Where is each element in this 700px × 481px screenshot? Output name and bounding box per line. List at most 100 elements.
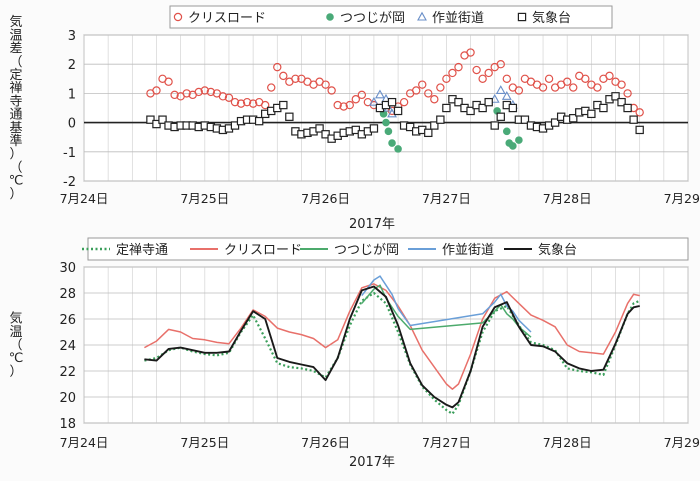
data-point: [164, 77, 173, 86]
data-point: [515, 136, 523, 144]
x-tick-label: 7月24日: [60, 191, 109, 206]
y-axis-title-char: （: [9, 55, 22, 70]
data-point: [454, 97, 463, 107]
legend-label: 作並街道: [442, 243, 494, 258]
chart-panel-1: -2 -1 0 1 2 3 7月24日 7月25日 7月26日 7月27日 7月28日 7月29日 20…: [9, 5, 700, 232]
series-line: [361, 284, 532, 338]
y-axis-title-char: ℃: [9, 174, 24, 189]
data-point: [321, 80, 330, 89]
x-tick-label: 7月29日: [664, 435, 700, 450]
data-point: [345, 100, 354, 110]
data-point: [478, 74, 487, 84]
data-point: [254, 116, 264, 126]
data-point: [424, 128, 433, 138]
data-point: [405, 122, 415, 132]
data-point: [635, 108, 644, 117]
data-point: [538, 83, 548, 92]
x-tick-label: 7月28日: [543, 191, 592, 206]
data-point: [484, 68, 493, 78]
legend-label: 定禅寺通: [116, 243, 168, 258]
data-point: [279, 100, 288, 110]
data-point: [442, 74, 451, 84]
data-point: [454, 62, 463, 72]
data-point: [351, 95, 360, 104]
y-axis-title-char: ）: [9, 364, 22, 379]
data-point: [509, 142, 517, 150]
y-tick-label: -2: [63, 175, 76, 190]
legend-label: 気象台: [538, 242, 577, 258]
legend-marker: [326, 13, 334, 21]
data-point: [563, 77, 572, 86]
data-point: [224, 93, 234, 102]
data-point: [206, 87, 216, 97]
data-point: [267, 83, 276, 92]
data-point: [399, 97, 409, 107]
y-tick-label: 28: [59, 287, 76, 302]
series-2: [144, 283, 640, 390]
legend-label: つつじが岡: [340, 11, 405, 26]
data-point: [369, 124, 379, 133]
data-point: [339, 102, 348, 111]
data-point: [436, 115, 445, 124]
y-tick-label: 3: [68, 29, 76, 44]
data-point: [261, 100, 270, 110]
data-point: [393, 106, 403, 116]
data-point: [496, 112, 505, 121]
data-point: [384, 127, 393, 136]
data-point: [430, 121, 439, 130]
data-point: [520, 115, 530, 124]
y-tick-label: 20: [59, 391, 76, 406]
data-point: [496, 59, 505, 69]
y-axis-title-char: 準: [9, 133, 22, 149]
legend-marker: [173, 12, 183, 22]
data-point: [194, 87, 203, 97]
y-tick-label: 1: [68, 87, 76, 102]
data-point: [230, 97, 240, 107]
y-tick-label: 26: [59, 313, 76, 328]
legend-marker: [417, 11, 427, 21]
y-tick-label: 2: [68, 58, 76, 73]
data-point: [501, 90, 512, 100]
data-point: [495, 85, 506, 95]
data-point: [291, 74, 300, 84]
data-point: [484, 97, 493, 107]
series-line: [144, 285, 640, 409]
data-point: [170, 90, 179, 100]
data-point: [611, 92, 620, 101]
data-point: [248, 99, 258, 108]
data-point: [605, 71, 614, 81]
data-point: [514, 86, 524, 95]
legend-marker: [517, 12, 527, 22]
data-point: [394, 145, 402, 153]
data-point: [424, 89, 433, 98]
data-point: [242, 97, 252, 107]
data-point: [599, 103, 608, 113]
data-point: [412, 86, 421, 95]
data-point: [357, 90, 367, 100]
legend-box: [169, 5, 613, 29]
series-4: [146, 92, 644, 143]
data-point: [587, 109, 596, 119]
y-axis-title-char: （: [9, 160, 22, 175]
data-point: [550, 118, 560, 127]
data-point: [436, 83, 445, 92]
data-point: [472, 65, 481, 75]
x-axis-title: 2017年: [349, 217, 395, 232]
y-axis-title-char: 気: [9, 14, 22, 30]
y-axis-title-char: 基: [9, 121, 22, 136]
data-point: [158, 115, 167, 124]
data-point: [152, 86, 161, 95]
legend-label: 気象台: [532, 10, 571, 26]
x-tick-label: 7月28日: [543, 435, 592, 450]
x-tick-label: 7月25日: [180, 191, 229, 206]
y-axis-title-char: 禅: [9, 81, 22, 96]
data-point: [218, 92, 228, 101]
data-point: [333, 100, 342, 110]
data-point: [236, 99, 246, 108]
y-axis-title-char: （: [9, 338, 22, 353]
data-point: [478, 103, 487, 113]
legend-label: クリスロード: [188, 11, 266, 26]
data-point: [502, 74, 511, 84]
y-tick-label: 30: [59, 261, 76, 276]
